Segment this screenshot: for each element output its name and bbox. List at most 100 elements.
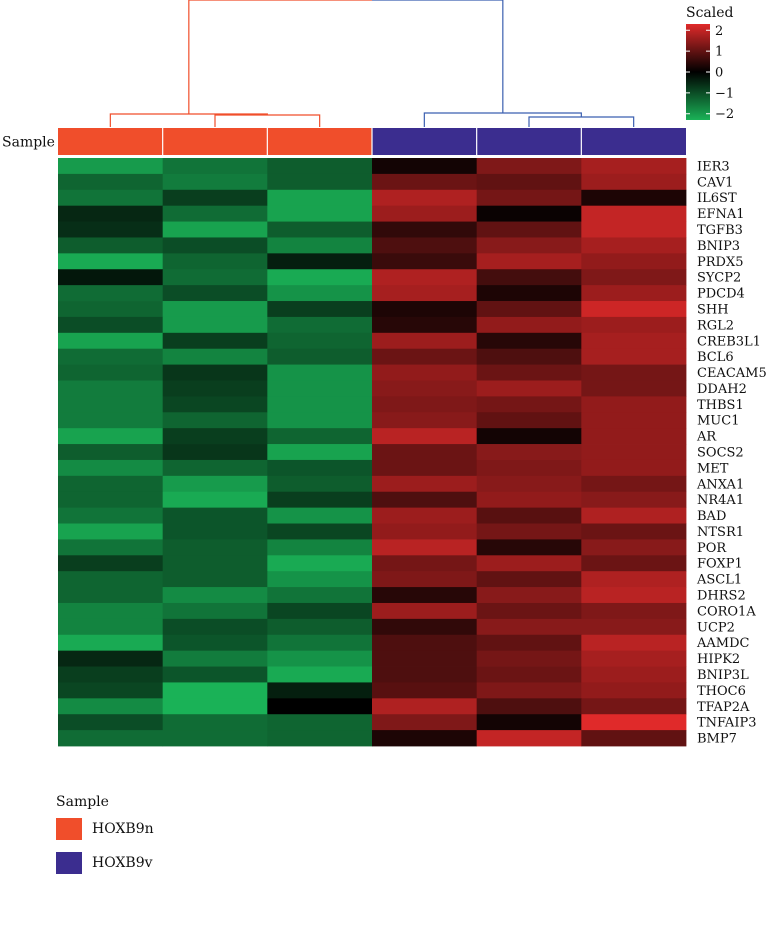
heatmap-cell: [476, 444, 582, 461]
heatmap-cell: [267, 301, 373, 318]
heatmap-cell: [476, 634, 582, 652]
heatmap-cell: [58, 364, 164, 381]
heatmap-cell: [476, 332, 582, 350]
heatmap-cell: [476, 348, 582, 365]
heatmap-cell: [267, 158, 373, 175]
heatmap-cell: [267, 253, 373, 270]
heatmap-cell: [267, 587, 373, 604]
gene-label: BNIP3: [697, 239, 740, 254]
heatmap-cell: [162, 237, 268, 254]
heatmap-cell: [162, 412, 268, 429]
heatmap-cell: [267, 396, 373, 413]
heatmap-cell: [372, 412, 478, 429]
heatmap-cell: [162, 555, 268, 572]
heatmap-cell: [372, 523, 478, 540]
heatmap-cell: [162, 285, 268, 302]
heatmap-cell: [372, 475, 478, 493]
heatmap-cell: [581, 332, 687, 350]
heatmap-cell: [372, 698, 478, 715]
gene-label: SHH: [697, 302, 729, 317]
heatmap-cell: [372, 507, 478, 524]
gene-label: FOXP1: [697, 557, 743, 572]
heatmap-cell: [581, 237, 687, 254]
heatmap-cell: [581, 618, 687, 636]
heatmap-cell: [58, 730, 164, 747]
heatmap-cell: [372, 158, 478, 175]
heatmap-cell: [267, 428, 373, 445]
legend-swatch-hoxb9n: [56, 818, 82, 840]
heatmap-cell: [162, 189, 268, 207]
heatmap-cell: [267, 475, 373, 493]
heatmap-cell: [267, 666, 373, 683]
heatmap-cell: [581, 666, 687, 683]
legend-item-hoxb9n: HOXB9n: [56, 818, 154, 840]
heatmap-cell: [372, 682, 478, 699]
heatmap-cell: [476, 539, 582, 556]
heatmap-cell: [372, 221, 478, 238]
heatmap-cell: [581, 173, 687, 191]
gene-label: RGL2: [697, 318, 734, 333]
heatmap-cell: [372, 714, 478, 731]
annotation-cell: [162, 128, 268, 155]
heatmap-cell: [58, 539, 164, 556]
heatmap-cell: [58, 666, 164, 683]
annotation-cell: [476, 128, 582, 155]
heatmap-cell: [372, 539, 478, 556]
gene-label: MET: [697, 461, 729, 476]
heatmap-cell: [476, 571, 582, 588]
heatmap-cell: [162, 571, 268, 588]
heatmap-cell: [476, 412, 582, 429]
heatmap-cell: [372, 237, 478, 254]
heatmap-cell: [267, 698, 373, 715]
heatmap-cell: [162, 364, 268, 381]
sample-annotation-bar: [58, 128, 686, 155]
heatmap-cell: [476, 475, 582, 493]
heatmap-cell: [162, 730, 268, 747]
heatmap-cell: [581, 475, 687, 493]
color-scale-tick-label: −2: [715, 107, 734, 122]
dendrogram-branch: [528, 116, 635, 127]
heatmap-cell: [372, 459, 478, 477]
gene-label: BCL6: [697, 350, 734, 365]
heatmap-cell: [58, 571, 164, 588]
heatmap-cell: [58, 269, 164, 286]
annotation-cell: [581, 128, 686, 155]
heatmap-cell: [162, 428, 268, 445]
legend-label-hoxb9n: HOXB9n: [92, 821, 154, 837]
heatmap-cell: [162, 269, 268, 286]
heatmap-cell: [162, 221, 268, 238]
heatmap-cell: [58, 650, 164, 667]
heatmap-cell: [372, 285, 478, 302]
gene-label: CREB3L1: [697, 334, 761, 349]
heatmap-cell: [58, 587, 164, 604]
gene-label: HIPK2: [697, 652, 740, 667]
gene-label: AAMDC: [696, 636, 750, 651]
color-scale-tick-label: 0: [715, 66, 723, 81]
gene-label: SYCP2: [697, 271, 741, 286]
heatmap-cell: [162, 491, 268, 509]
heatmap-cell: [476, 237, 582, 254]
heatmap-cell: [162, 380, 268, 397]
legend-label-hoxb9v: HOXB9v: [92, 855, 153, 871]
gene-label: MUC1: [697, 414, 740, 429]
heatmap-cell: [58, 173, 164, 191]
heatmap-cell: [162, 507, 268, 524]
gene-label: ANXA1: [696, 477, 744, 492]
gene-label: AR: [696, 430, 717, 445]
heatmap-cell: [476, 618, 582, 636]
heatmap-cell: [58, 158, 164, 175]
heatmap-cell: [372, 348, 478, 365]
heatmap-cell: [476, 173, 582, 191]
heatmap-cell: [476, 253, 582, 270]
heatmap-cell: [372, 571, 478, 588]
heatmap-cell: [58, 332, 164, 350]
heatmap-cell: [476, 221, 582, 238]
heatmap-cell: [267, 237, 373, 254]
heatmap-cell: [267, 412, 373, 429]
gene-label: CAV1: [697, 175, 733, 190]
heatmap-cell: [372, 173, 478, 191]
heatmap-cell: [267, 602, 373, 620]
heatmap-cell: [267, 571, 373, 588]
heatmap-cell: [476, 269, 582, 286]
heatmap-cell: [267, 221, 373, 238]
